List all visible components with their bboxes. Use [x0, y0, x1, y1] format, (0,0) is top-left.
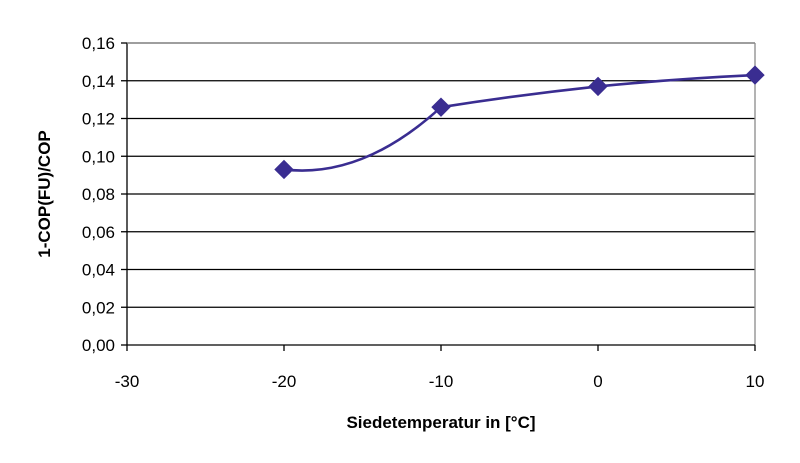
- x-tick-label: -20: [272, 372, 297, 391]
- x-tick-label: 10: [746, 372, 765, 391]
- y-tick-label: 0,16: [82, 34, 115, 53]
- data-point-marker: [274, 159, 294, 180]
- y-tick-label: 0,00: [82, 336, 115, 355]
- y-tick-label: 0,14: [82, 72, 115, 91]
- data-point-marker: [431, 97, 451, 117]
- x-axis-title: Siedetemperatur in [°C]: [346, 413, 535, 432]
- y-tick-label: 0,02: [82, 298, 115, 317]
- y-tick-label: 0,06: [82, 223, 115, 242]
- tick-labels: 0,00 0,02 0,04 0,06 0,08 0,10 0,12 0,14 0,16 -30 -…: [82, 34, 765, 391]
- data-point-marker: [588, 76, 608, 97]
- data-point-marker: [745, 65, 765, 85]
- axes: [121, 42, 756, 351]
- series-line: [283, 73, 756, 172]
- data-series: [274, 65, 765, 180]
- y-tick-label: 0,10: [82, 147, 115, 166]
- y-tick-label: 0,04: [82, 261, 115, 280]
- y-tick-label: 0,08: [82, 185, 115, 204]
- x-tick-label: -10: [429, 372, 454, 391]
- gridlines: [127, 42, 755, 308]
- y-tick-label: 0,12: [82, 110, 115, 129]
- y-axis-title: 1-COP(FU)/COP: [35, 130, 54, 258]
- x-tick-label: 0: [593, 372, 602, 391]
- x-tick-label: -30: [115, 372, 140, 391]
